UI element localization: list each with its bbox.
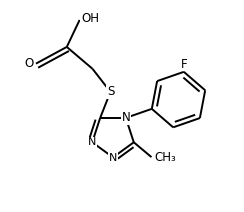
Text: N: N — [122, 111, 130, 124]
Text: F: F — [181, 58, 187, 71]
Text: O: O — [25, 57, 34, 70]
Text: N: N — [109, 153, 117, 163]
Text: CH₃: CH₃ — [154, 151, 176, 164]
Text: S: S — [107, 85, 114, 98]
Text: OH: OH — [81, 12, 99, 25]
Text: N: N — [88, 137, 96, 147]
